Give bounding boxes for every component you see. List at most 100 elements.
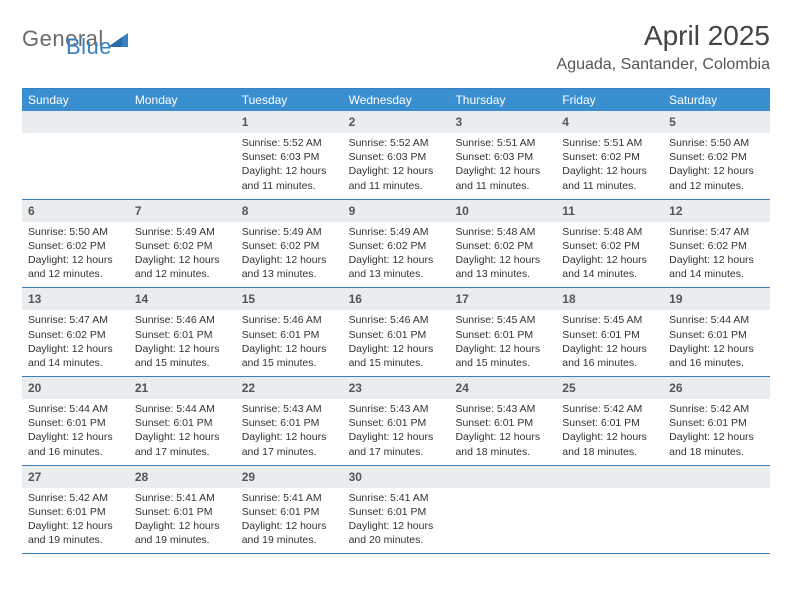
sunset-line: Sunset: 6:01 PM [135, 505, 230, 519]
empty-cell: . [556, 466, 663, 554]
daylight-line: Daylight: 12 hours and 19 minutes. [135, 519, 230, 547]
day-details: Sunrise: 5:45 AMSunset: 6:01 PMDaylight:… [455, 313, 550, 370]
sunset-line: Sunset: 6:03 PM [242, 150, 337, 164]
day-number-row: 18 [556, 288, 663, 310]
day-number: 9 [349, 204, 356, 218]
day-number-row: . [22, 111, 129, 133]
day-number-row: 15 [236, 288, 343, 310]
sunset-line: Sunset: 6:01 PM [28, 416, 123, 430]
week-row: ..1Sunrise: 5:52 AMSunset: 6:03 PMDaylig… [22, 111, 770, 200]
day-details: Sunrise: 5:49 AMSunset: 6:02 PMDaylight:… [349, 225, 444, 282]
daylight-line: Daylight: 12 hours and 11 minutes. [455, 164, 550, 192]
day-number: 1 [242, 115, 249, 129]
day-cell: 28Sunrise: 5:41 AMSunset: 6:01 PMDayligh… [129, 466, 236, 554]
day-cell: 4Sunrise: 5:51 AMSunset: 6:02 PMDaylight… [556, 111, 663, 199]
daylight-line: Daylight: 12 hours and 12 minutes. [669, 164, 764, 192]
sunset-line: Sunset: 6:02 PM [455, 239, 550, 253]
day-header: Saturday [663, 89, 770, 111]
day-number-row: 11 [556, 200, 663, 222]
calendar: SundayMondayTuesdayWednesdayThursdayFrid… [22, 89, 770, 554]
day-details: Sunrise: 5:42 AMSunset: 6:01 PMDaylight:… [669, 402, 764, 459]
day-number-row: 13 [22, 288, 129, 310]
day-cell: 9 Sunrise: 5:49 AMSunset: 6:02 PMDaylight… [343, 200, 450, 288]
sunrise-line: Sunrise: 5:42 AM [669, 402, 764, 416]
sunrise-line: Sunrise: 5:41 AM [135, 491, 230, 505]
sunrise-line: Sunrise: 5:42 AM [28, 491, 123, 505]
sunset-line: Sunset: 6:01 PM [242, 328, 337, 342]
daylight-line: Daylight: 12 hours and 15 minutes. [455, 342, 550, 370]
sunrise-line: Sunrise: 5:42 AM [562, 402, 657, 416]
day-cell: 5Sunrise: 5:50 AMSunset: 6:02 PMDaylight… [663, 111, 770, 199]
sunset-line: Sunset: 6:02 PM [562, 239, 657, 253]
sunset-line: Sunset: 6:02 PM [135, 239, 230, 253]
week-row: 27Sunrise: 5:42 AMSunset: 6:01 PMDayligh… [22, 466, 770, 555]
day-details: Sunrise: 5:42 AMSunset: 6:01 PMDaylight:… [562, 402, 657, 459]
sunset-line: Sunset: 6:01 PM [242, 505, 337, 519]
daylight-line: Daylight: 12 hours and 19 minutes. [28, 519, 123, 547]
day-number-row: 8 [236, 200, 343, 222]
day-number: 26 [669, 381, 682, 395]
sunrise-line: Sunrise: 5:41 AM [242, 491, 337, 505]
daylight-line: Daylight: 12 hours and 14 minutes. [669, 253, 764, 281]
day-header: Monday [129, 89, 236, 111]
week-row: 13 Sunrise: 5:47 AMSunset: 6:02 PM Dayligh… [22, 288, 770, 377]
daylight-line: Daylight: 12 hours and 14 minutes. [562, 253, 657, 281]
sunrise-line: Sunrise: 5:45 AM [562, 313, 657, 327]
daylight-line: Daylight: 12 hours and 19 minutes. [242, 519, 337, 547]
day-number: 23 [349, 381, 362, 395]
day-details: Sunrise: 5:50 AMSunset: 6:02 PMDaylight:… [28, 225, 123, 282]
day-cell: 30Sunrise: 5:41 AMSunset: 6:01 PMDayligh… [343, 466, 450, 554]
sunrise-line: Sunrise: 5:45 AM [455, 313, 550, 327]
day-number: 18 [562, 292, 575, 306]
day-number: 24 [455, 381, 468, 395]
day-details: Sunrise: 5:43 AMSunset: 6:01 PMDaylight:… [242, 402, 337, 459]
sunset-line: Sunset: 6:02 PM [28, 328, 123, 342]
sunrise-line: Sunrise: 5:49 AM [135, 225, 230, 239]
day-number: 10 [455, 204, 468, 218]
day-number: 29 [242, 470, 255, 484]
day-cell: 24Sunrise: 5:43 AMSunset: 6:01 PMDayligh… [449, 377, 556, 465]
daylight-line: Daylight: 12 hours and 17 minutes. [242, 430, 337, 458]
sunrise-line: Sunrise: 5:52 AM [349, 136, 444, 150]
daylight-line: Daylight: 12 hours and 18 minutes. [562, 430, 657, 458]
sunset-line: Sunset: 6:03 PM [455, 150, 550, 164]
day-details: Sunrise: 5:51 AMSunset: 6:03 PMDaylight:… [455, 136, 550, 193]
day-number-row: 20 [22, 377, 129, 399]
sunset-line: Sunset: 6:01 PM [135, 328, 230, 342]
sunrise-line: Sunrise: 5:47 AM [28, 313, 123, 327]
daylight-line: Daylight: 12 hours and 17 minutes. [349, 430, 444, 458]
day-cell: 14Sunrise: 5:46 AMSunset: 6:01 PMDayligh… [129, 288, 236, 376]
day-cell: 12Sunrise: 5:47 AMSunset: 6:02 PMDayligh… [663, 200, 770, 288]
day-number-row: 25 [556, 377, 663, 399]
sunrise-line: Sunrise: 5:49 AM [349, 225, 444, 239]
day-number-row: 17 [449, 288, 556, 310]
day-details: Sunrise: 5:45 AMSunset: 6:01 PMDaylight:… [562, 313, 657, 370]
day-number-row: 21 [129, 377, 236, 399]
day-details: Sunrise: 5:44 AMSunset: 6:01 PMDaylight:… [28, 402, 123, 459]
day-number-row: 5 [663, 111, 770, 133]
calendar-weeks: ..1Sunrise: 5:52 AMSunset: 6:03 PMDaylig… [22, 111, 770, 554]
empty-cell: . [22, 111, 129, 199]
day-number: 15 [242, 292, 255, 306]
sunrise-line: Sunrise: 5:43 AM [242, 402, 337, 416]
day-cell: 25 Sunrise: 5:42 AMSunset: 6:01 PMDayligh… [556, 377, 663, 465]
day-cell: 10 Sunrise: 5:48 AMSunset: 6:02 PMDayligh… [449, 200, 556, 288]
day-number: 25 [562, 381, 575, 395]
day-number-row: 9 [343, 200, 450, 222]
daylight-line: Daylight: 12 hours and 11 minutes. [242, 164, 337, 192]
daylight-line: Daylight: 12 hours and 16 minutes. [669, 342, 764, 370]
sunrise-line: Sunrise: 5:46 AM [135, 313, 230, 327]
day-number-row: 7 [129, 200, 236, 222]
sunset-line: Sunset: 6:02 PM [562, 150, 657, 164]
daylight-line: Daylight: 12 hours and 11 minutes. [349, 164, 444, 192]
day-details: Sunrise: 5:48 AMSunset: 6:02 PMDaylight:… [562, 225, 657, 282]
daylight-line: Daylight: 12 hours and 15 minutes. [242, 342, 337, 370]
sunrise-line: Sunrise: 5:43 AM [455, 402, 550, 416]
day-details: Sunrise: 5:48 AMSunset: 6:02 PMDaylight:… [455, 225, 550, 282]
day-number: 5 [669, 115, 676, 129]
daylight-line: Daylight: 12 hours and 13 minutes. [242, 253, 337, 281]
sunset-line: Sunset: 6:01 PM [562, 416, 657, 430]
empty-cell: . [663, 466, 770, 554]
day-details: Sunrise: 5:46 AMSunset: 6:01 PMDaylight:… [349, 313, 444, 370]
day-number-row: 10 [449, 200, 556, 222]
